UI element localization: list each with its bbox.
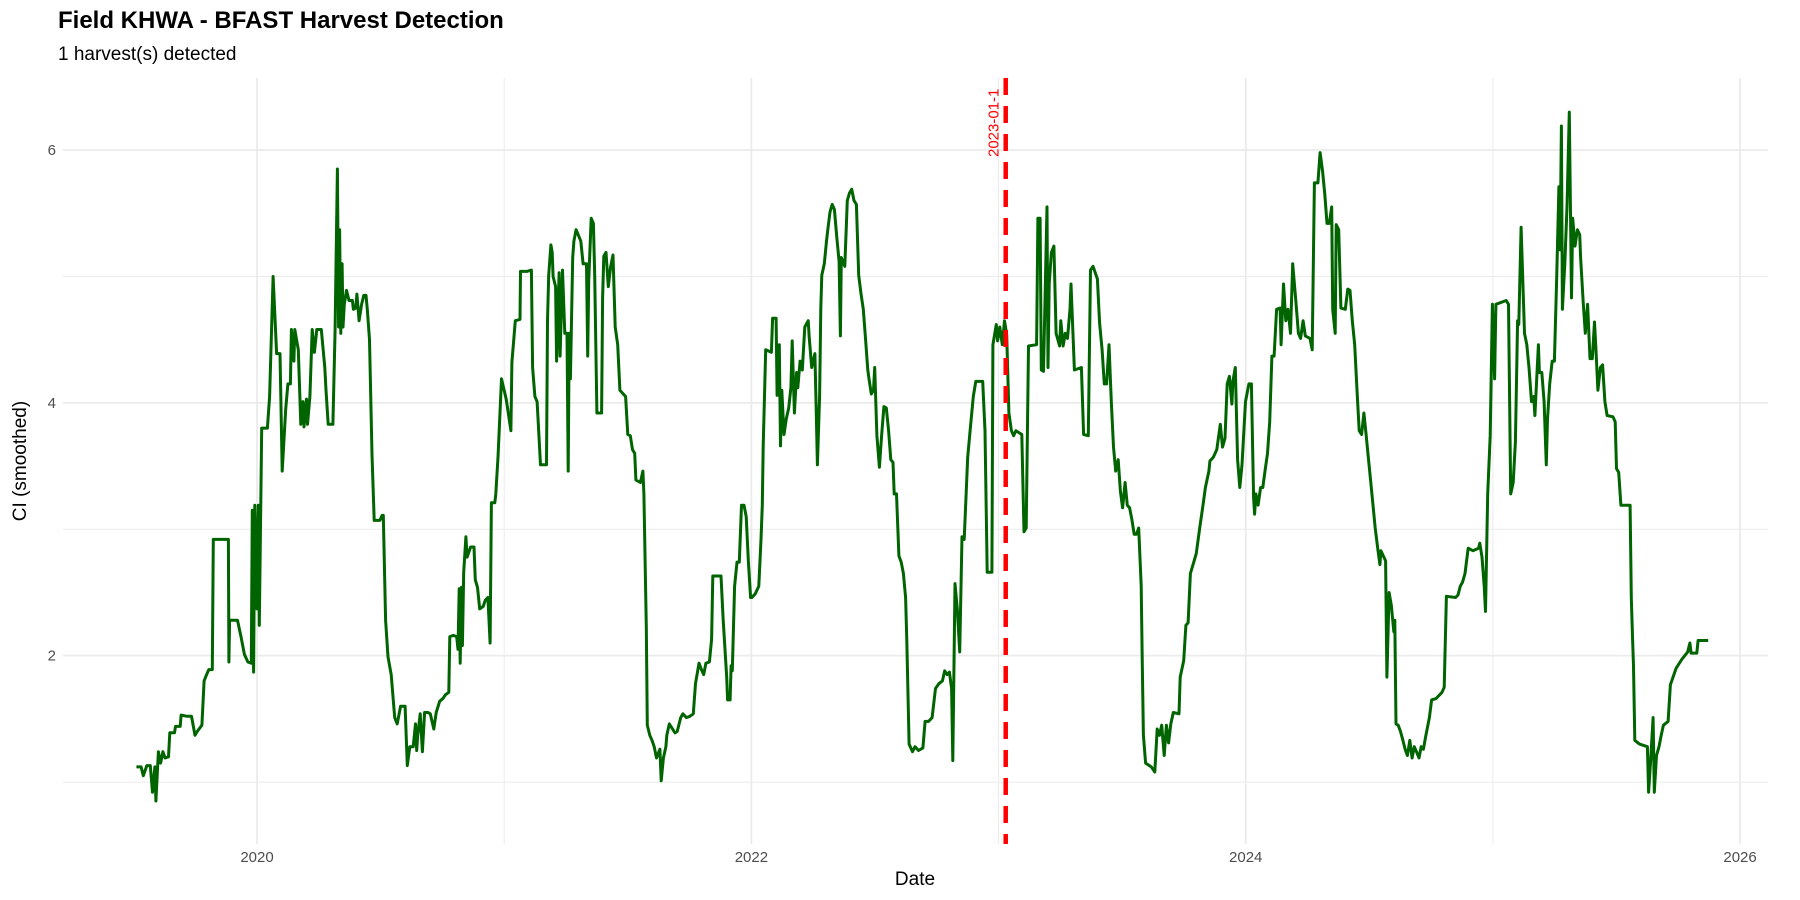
x-tick-label: 2024 bbox=[1229, 849, 1262, 866]
x-tick-label: 2026 bbox=[1723, 849, 1756, 866]
y-tick-label: 2 bbox=[48, 648, 56, 665]
y-tick-label: 4 bbox=[48, 395, 56, 412]
harvest-marker-label: 2023-01-1 bbox=[986, 89, 1003, 157]
series-line bbox=[136, 110, 1709, 803]
chart-title: Field KHWA - BFAST Harvest Detection bbox=[58, 7, 504, 34]
x-axis-ticks: 2020 2022 2024 2026 bbox=[240, 849, 1756, 866]
x-tick-label: 2022 bbox=[735, 849, 768, 866]
chart-subtitle: 1 harvest(s) detected bbox=[58, 44, 237, 65]
y-axis-ticks: 2 4 6 bbox=[48, 142, 56, 665]
y-axis-label: CI (smoothed) bbox=[10, 401, 31, 521]
y-tick-label: 6 bbox=[48, 142, 56, 159]
grid-lines bbox=[63, 78, 1768, 844]
x-tick-label: 2020 bbox=[240, 849, 273, 866]
x-axis-label: Date bbox=[895, 869, 935, 890]
